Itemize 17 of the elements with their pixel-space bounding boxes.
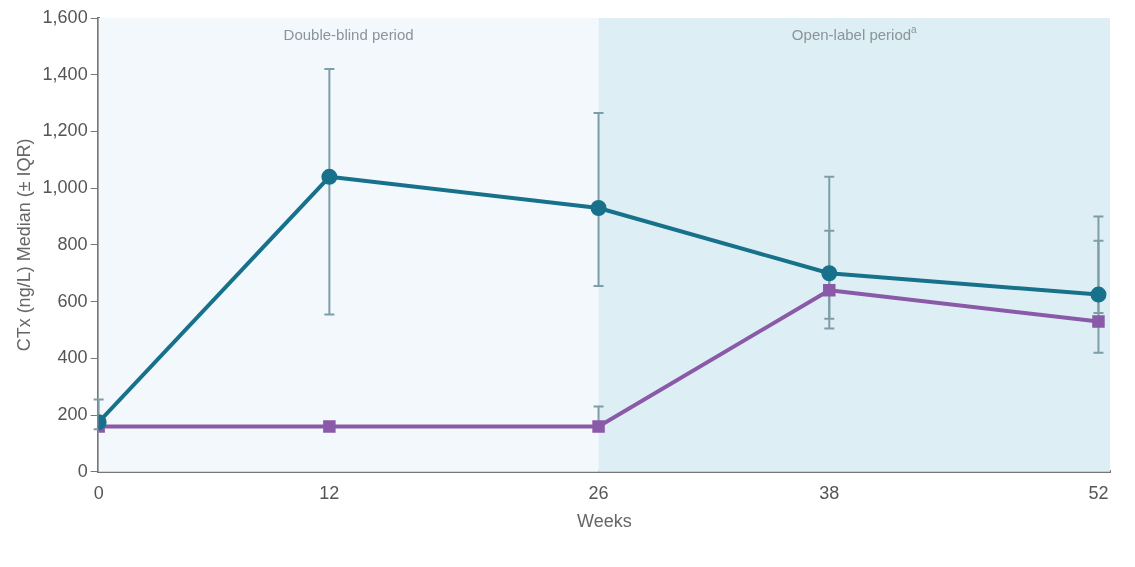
x-tick-label: 12 [319, 482, 340, 503]
x-tick-label: 52 [1088, 482, 1109, 503]
x-axis-title: Weeks [576, 511, 632, 532]
y-tick-label: 200 [57, 404, 88, 425]
y-tick-label: 600 [57, 290, 88, 311]
x-tick-label: 26 [588, 482, 609, 503]
y-tick-label: 1,200 [42, 120, 88, 141]
y-tick-label: 800 [57, 233, 88, 254]
y-tick-label: 1,600 [42, 6, 88, 27]
band-label: Double-blind period [283, 25, 414, 43]
x-tick-label: 0 [93, 482, 104, 503]
y-tick-label: 1,000 [42, 177, 88, 198]
y-tick-label: 400 [57, 347, 88, 368]
y-tick-label: 0 [77, 460, 88, 481]
y-axis-title: CTx (ng/L) Median (± IQR) [13, 138, 34, 352]
y-tick-label: 1,400 [42, 63, 88, 84]
x-tick-label: 38 [819, 482, 840, 503]
